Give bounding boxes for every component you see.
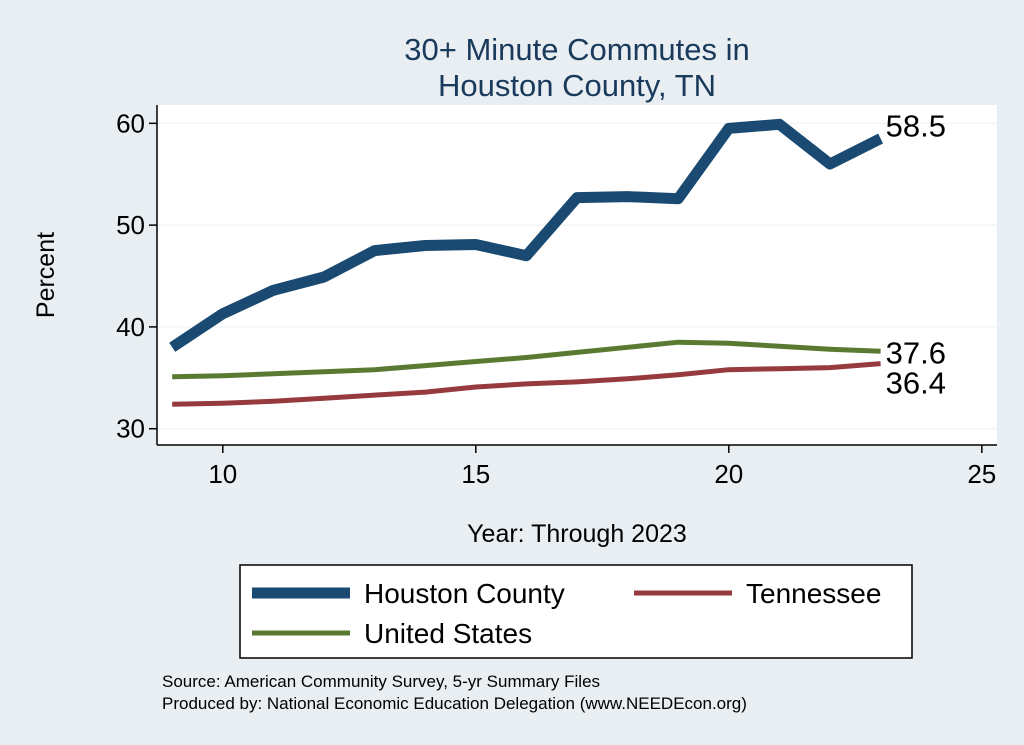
x-tick-label-20: 20 bbox=[714, 459, 743, 489]
series-lines bbox=[169, 118, 884, 407]
produced-by-note: Produced by: National Economic Education… bbox=[162, 694, 747, 713]
chart-title-line-2: Houston County, TN bbox=[438, 68, 716, 103]
legend-box bbox=[239, 564, 913, 659]
ticks: 30 40 50 60 10 15 20 25 bbox=[116, 108, 996, 489]
x-tick-label-10: 10 bbox=[208, 459, 237, 489]
legend: Houston County Tennessee United States bbox=[239, 564, 913, 659]
source-note: Source: American Community Survey, 5-yr … bbox=[162, 672, 600, 691]
end-labels: 58.5 36.437.6 bbox=[886, 109, 946, 401]
x-tick-label-25: 25 bbox=[967, 459, 996, 489]
series-line-united-states bbox=[172, 339, 881, 380]
y-tick-label-50: 50 bbox=[116, 210, 145, 240]
y-axis-title: Percent bbox=[32, 232, 60, 318]
series-line-houston-county bbox=[169, 118, 884, 352]
y-tick-label-60: 60 bbox=[116, 108, 145, 138]
series-line-tennessee bbox=[172, 361, 881, 407]
axes bbox=[156, 105, 997, 446]
legend-label-houston-county: Houston County bbox=[364, 578, 565, 609]
legend-label-tennessee: Tennessee bbox=[746, 578, 881, 609]
y-tick-label-40: 40 bbox=[116, 312, 145, 342]
x-tick-label-15: 15 bbox=[461, 459, 490, 489]
plot-area bbox=[157, 105, 997, 445]
end-label-united-states: 37.6 bbox=[886, 335, 946, 370]
x-axis-title: Year: Through 2023 bbox=[467, 520, 687, 548]
end-label-houston-county: 58.5 bbox=[886, 109, 946, 144]
legend-label-united-states: United States bbox=[364, 618, 532, 649]
y-tick-label-30: 30 bbox=[116, 414, 145, 444]
gridlines bbox=[157, 122, 997, 430]
end-label-tennessee: 36.4 bbox=[886, 366, 946, 401]
chart-title-line-1: 30+ Minute Commutes in bbox=[404, 32, 749, 67]
